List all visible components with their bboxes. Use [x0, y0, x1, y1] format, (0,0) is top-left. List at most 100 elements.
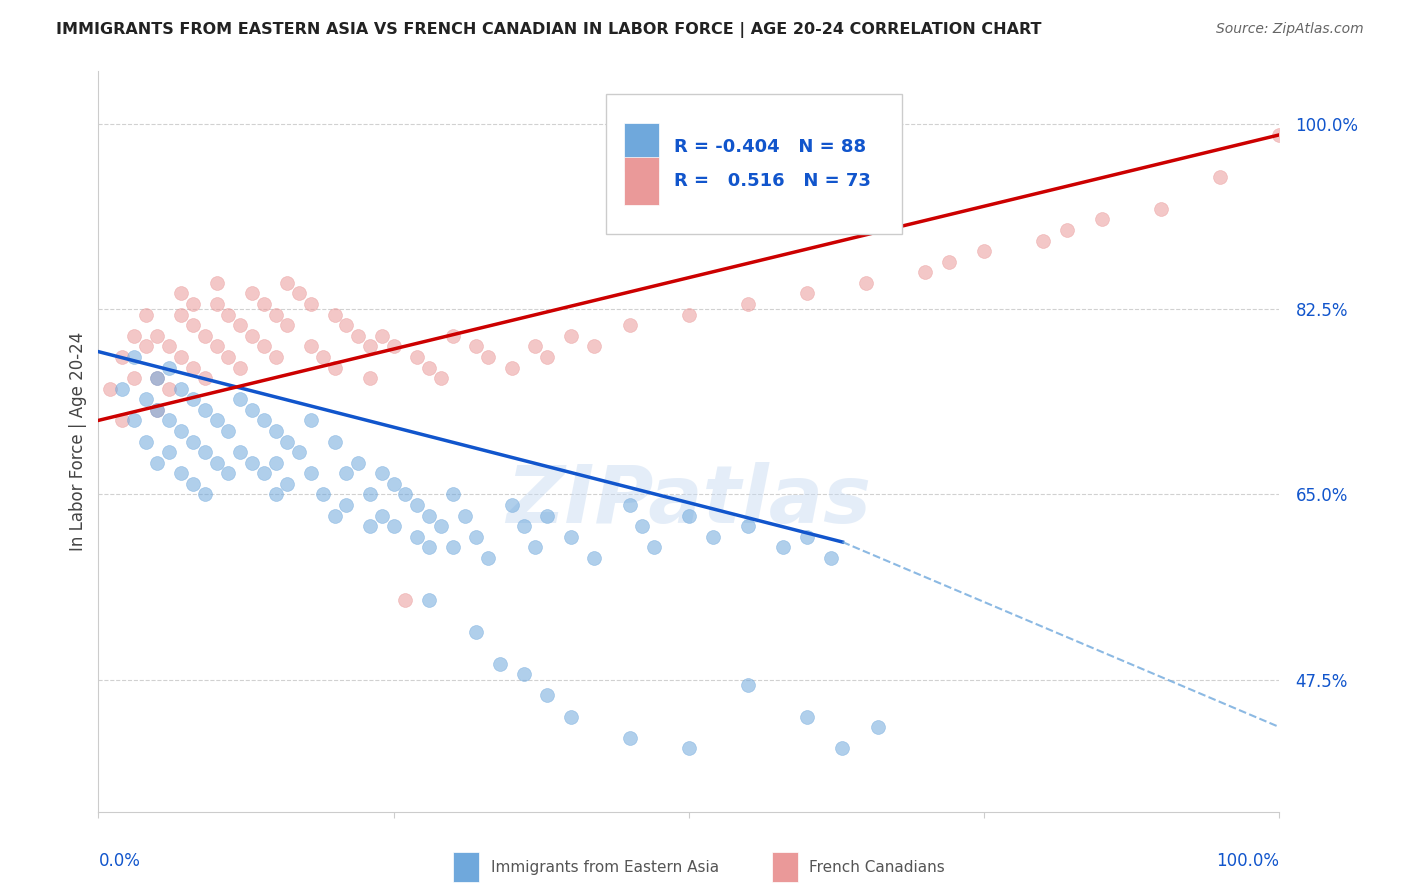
Point [1150, 202, 1173, 216]
Point [796, 709, 818, 723]
Text: 0.0%: 0.0% [98, 853, 141, 871]
Point [157, 382, 180, 396]
Point [465, 339, 488, 353]
Point [418, 508, 440, 523]
Bar [453, 853, 478, 882]
Point [111, 382, 134, 396]
Point [299, 339, 322, 353]
Point [973, 244, 995, 259]
Point [170, 382, 193, 396]
Point [1032, 234, 1054, 248]
Point [181, 360, 204, 375]
Point [264, 308, 287, 322]
Point [583, 339, 606, 353]
Point [111, 350, 134, 364]
Point [135, 339, 157, 353]
Point [146, 371, 169, 385]
Point [122, 328, 145, 343]
Point [157, 445, 180, 459]
Point [371, 467, 394, 481]
Point [560, 328, 582, 343]
Point [240, 402, 263, 417]
Point [536, 689, 558, 703]
Point [217, 350, 239, 364]
Point [347, 456, 370, 470]
Point [418, 541, 440, 555]
Point [453, 508, 475, 523]
Point [181, 297, 204, 311]
Point [441, 328, 464, 343]
Point [536, 508, 558, 523]
Point [146, 456, 169, 470]
Point [276, 318, 298, 333]
Point [406, 530, 429, 544]
Point [335, 498, 357, 512]
Point [430, 371, 453, 385]
Point [772, 541, 794, 555]
Point [205, 276, 228, 290]
Point [323, 360, 346, 375]
Point [406, 350, 429, 364]
Point [135, 392, 157, 407]
Point [866, 720, 889, 734]
Point [796, 286, 818, 301]
Point [240, 328, 263, 343]
Point [1091, 212, 1114, 227]
Point [205, 456, 228, 470]
Point [157, 413, 180, 427]
Point [264, 456, 287, 470]
Point [1268, 128, 1291, 142]
Bar [606, 94, 901, 235]
Point [560, 530, 582, 544]
Bar [624, 123, 659, 171]
Point [240, 456, 263, 470]
Point [477, 550, 499, 565]
Point [181, 476, 204, 491]
Point [359, 487, 381, 501]
Point [371, 328, 394, 343]
Point [264, 350, 287, 364]
Text: Immigrants from Eastern Asia: Immigrants from Eastern Asia [491, 860, 718, 875]
Point [276, 434, 298, 449]
Point [229, 360, 252, 375]
Point [418, 360, 440, 375]
Point [276, 476, 298, 491]
Point [323, 308, 346, 322]
Point [157, 360, 180, 375]
Text: IMMIGRANTS FROM EASTERN ASIA VS FRENCH CANADIAN IN LABOR FORCE | AGE 20-24 CORRE: IMMIGRANTS FROM EASTERN ASIA VS FRENCH C… [56, 22, 1042, 38]
Point [312, 487, 335, 501]
Point [512, 667, 534, 681]
Point [359, 519, 381, 533]
Point [205, 297, 228, 311]
Text: R =   0.516   N = 73: R = 0.516 N = 73 [673, 171, 870, 190]
Point [359, 339, 381, 353]
Point [323, 508, 346, 523]
Point [111, 413, 134, 427]
Point [288, 445, 311, 459]
Point [240, 286, 263, 301]
Point [135, 434, 157, 449]
Point [382, 519, 405, 533]
Point [831, 741, 853, 756]
Point [217, 467, 239, 481]
Point [382, 339, 405, 353]
Point [1056, 223, 1078, 237]
Point [217, 308, 239, 322]
Point [135, 308, 157, 322]
Point [157, 339, 180, 353]
Point [181, 434, 204, 449]
Point [820, 550, 842, 565]
Point [512, 519, 534, 533]
Point [194, 487, 217, 501]
Point [146, 371, 169, 385]
Point [146, 328, 169, 343]
Point [643, 541, 665, 555]
Point [205, 339, 228, 353]
Point [276, 276, 298, 290]
Text: R = -0.404   N = 88: R = -0.404 N = 88 [673, 138, 866, 156]
Point [371, 508, 394, 523]
Point [524, 339, 547, 353]
Point [418, 593, 440, 607]
Point [630, 519, 652, 533]
Point [288, 286, 311, 301]
